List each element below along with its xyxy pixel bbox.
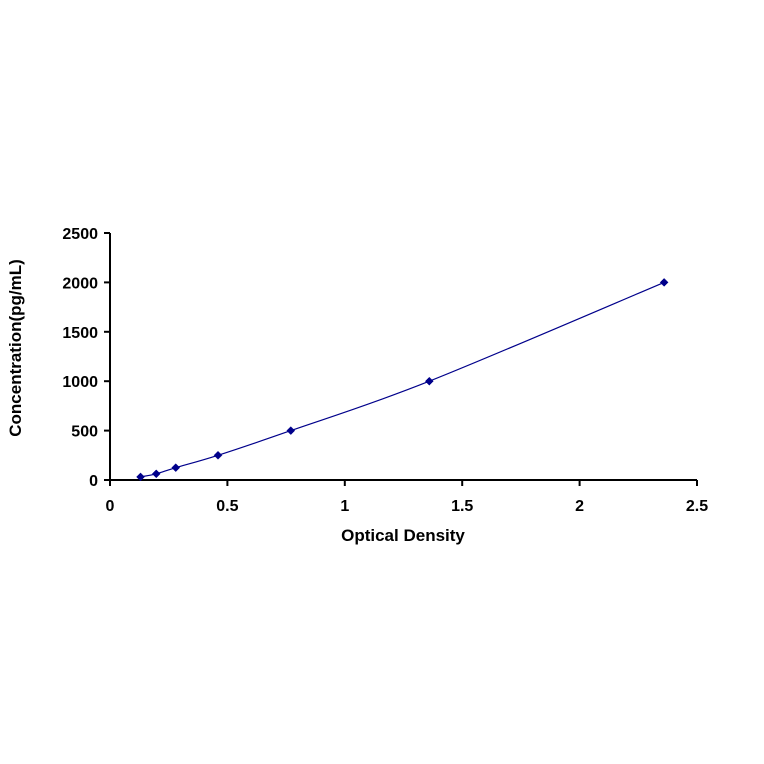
x-tick-label: 1.5 [451, 498, 473, 515]
y-tick-label: 1500 [62, 325, 98, 342]
y-tick-label: 2500 [62, 226, 98, 243]
data-point [151, 469, 161, 479]
data-point [424, 376, 434, 386]
y-tick-label: 2000 [62, 275, 98, 292]
x-tick-label: 0.5 [216, 498, 238, 515]
y-tick-label: 0 [89, 473, 98, 490]
data-point [171, 463, 181, 473]
y-tick-label: 500 [71, 424, 98, 441]
x-axis: 0 0.5 1 1.5 2 2.5 [106, 479, 708, 515]
y-axis-title: Concentration(pg/mL) [6, 259, 25, 437]
x-axis-title: Optical Density [341, 526, 465, 545]
x-tick-label: 1 [340, 498, 349, 515]
data-point [136, 472, 145, 482]
y-axis: 0 500 1000 1500 2000 2500 [62, 226, 111, 490]
data-point [286, 426, 296, 435]
plot-area [136, 278, 669, 482]
x-tick-label: 0 [106, 498, 115, 515]
data-point [659, 278, 669, 287]
x-tick-label: 2.5 [686, 498, 708, 515]
x-tick-label: 2 [575, 498, 584, 515]
y-tick-label: 1000 [62, 374, 98, 391]
data-point [213, 450, 223, 460]
series-line [140, 281, 665, 478]
